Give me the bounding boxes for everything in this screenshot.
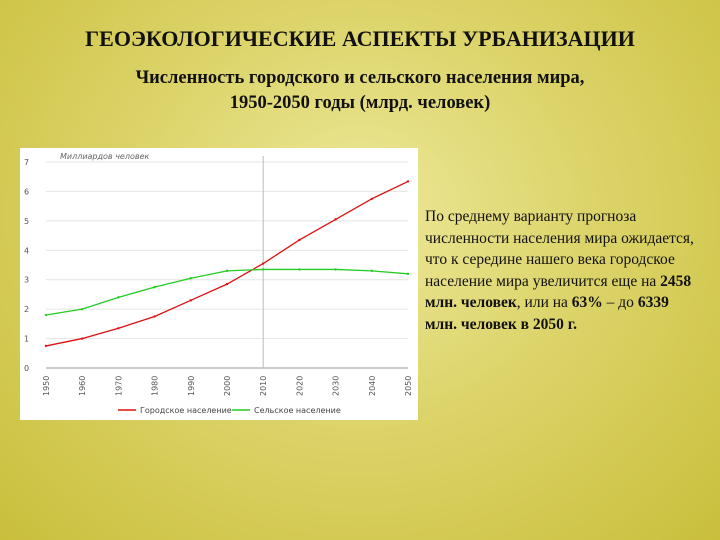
y-tick-label: 2 — [24, 305, 29, 314]
y-axis-label: Миллиардов человек — [60, 152, 149, 161]
subtitle-line-1: Численность городского и сельского насел… — [135, 68, 585, 88]
slide-title: ГЕОЭКОЛОГИЧЕСКИЕ АСПЕКТЫ УРБАНИЗАЦИИ — [85, 26, 635, 51]
y-tick-label: 1 — [24, 335, 29, 344]
x-tick-label: 1970 — [114, 376, 123, 396]
y-tick-label: 3 — [24, 276, 29, 285]
data-point-series-1 — [334, 268, 337, 271]
slide-subtitle: Численность городского и сельского насел… — [60, 66, 660, 116]
legend-label-1: Сельское население — [254, 406, 341, 415]
data-point-series-1 — [117, 296, 120, 299]
data-point-series-0 — [225, 282, 229, 286]
forecast-bold-total-2050: 6339 млн. человек в 2050 г. — [425, 294, 669, 333]
data-point-series-0 — [370, 197, 373, 200]
data-point-series-0 — [406, 180, 410, 183]
chart-canvas: Миллиардов человек 0 1 2 3 4 5 6 7 1950 1960 1970 1… — [24, 152, 413, 415]
data-point-series-1 — [81, 307, 84, 311]
data-point-series-0 — [262, 262, 265, 265]
data-point-series-0 — [44, 344, 48, 348]
y-tick-label: 4 — [24, 246, 29, 255]
y-tick-label: 6 — [24, 187, 29, 196]
legend-label-0: Городское население — [140, 406, 232, 415]
data-point-series-1 — [189, 277, 192, 280]
forecast-text: По среднему варианту прогноза численност… — [425, 206, 697, 336]
data-point-series-1 — [298, 268, 301, 271]
data-point-series-1 — [370, 269, 373, 273]
series-line-1 — [45, 268, 409, 316]
forecast-text-part-1: По среднему варианту прогноза численност… — [425, 208, 694, 290]
data-point-series-0 — [117, 327, 120, 330]
x-tick-label: 2040 — [368, 376, 377, 396]
data-point-series-1 — [44, 313, 48, 317]
forecast-bold-urban-growth: 2458 млн. человек — [425, 272, 692, 312]
forecast-text-part-2: , или на — [516, 294, 572, 312]
data-point-series-1 — [262, 268, 265, 271]
x-tick-label: 1950 — [42, 376, 51, 396]
data-point-series-1 — [153, 285, 156, 289]
series-line-0 — [45, 180, 409, 347]
data-point-series-0 — [298, 238, 301, 242]
y-tick-label: 0 — [24, 364, 29, 373]
x-tick-label: 2010 — [259, 376, 268, 396]
x-tick-label: 2020 — [295, 376, 304, 396]
data-point-series-0 — [153, 315, 156, 318]
x-tick-label: 1990 — [187, 376, 196, 396]
x-tick-label: 1960 — [78, 376, 87, 396]
forecast-text-part-3: – до — [602, 294, 638, 312]
subtitle-line-2: 1950-2050 годы (млрд. человек) — [229, 93, 491, 113]
population-chart: Миллиардов человек 0 1 2 3 4 5 6 7 1950 1960 1970 1… — [20, 148, 418, 420]
data-point-series-0 — [81, 337, 84, 340]
x-tick-label: 1980 — [151, 376, 160, 396]
y-tick-label: 5 — [24, 217, 29, 226]
y-tick-label: 7 — [24, 158, 29, 167]
data-point-series-0 — [189, 299, 192, 302]
x-tick-label: 2030 — [332, 376, 341, 396]
data-point-series-0 — [334, 218, 337, 221]
x-tick-label: 2050 — [404, 376, 413, 396]
forecast-bold-percent: 63% — [571, 294, 603, 312]
data-point-series-1 — [225, 269, 229, 273]
x-tick-label: 2000 — [223, 376, 232, 396]
data-point-series-1 — [406, 272, 410, 276]
